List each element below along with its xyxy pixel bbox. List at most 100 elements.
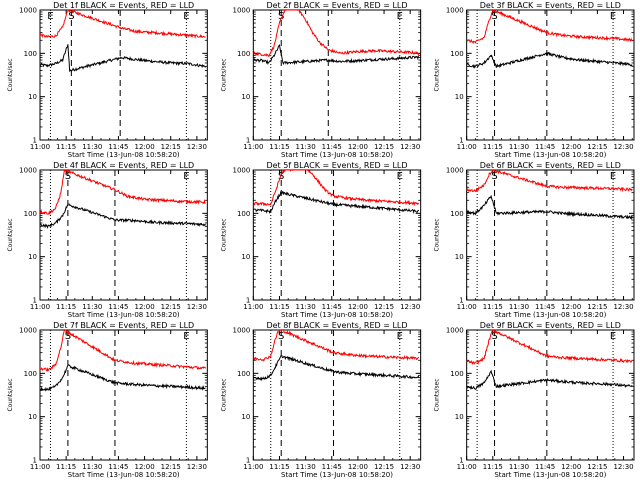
x-tick-label: 11:00 [243,463,263,471]
series-lld [466,170,633,193]
traces [40,170,206,230]
y-tick-label: 1 [246,137,250,145]
x-tick-label: 11:00 [457,303,477,311]
x-tick-label: 11:30 [82,143,102,151]
x-tick-label: 11:45 [322,143,342,151]
y-tick-label: 10 [455,253,464,261]
panel-det-4: Det 4f BLACK = Events, RED = LLD 1 10 100 10… [7,161,208,319]
traces [40,10,206,73]
time-marker-label: S [65,171,71,182]
y-tick-label: 10 [28,413,37,421]
traces [466,330,633,390]
x-axis-label: Start Time (13-Jun-08 10:58:20) [494,471,606,479]
x-tick-label: 12:30 [400,463,420,471]
series-lld [40,330,207,372]
time-marker-label: S [491,331,497,342]
x-tick-label: 11:45 [535,303,555,311]
x-tick-label: 12:15 [374,143,394,151]
series-lld [253,10,420,58]
y-tick-label: 1000 [19,167,37,175]
y-tick-label: 100 [24,210,37,218]
panel-det-9: Det 9f BLACK = Events, RED = LLD 1 10 100 10… [434,321,635,479]
y-tick-label: 10 [28,253,37,261]
y-tick-label: 1 [459,297,463,305]
y-tick-label: 100 [237,50,250,58]
panel-det-5: Det 5f BLACK = Events, RED = LLD 1 10 100 10… [220,161,422,319]
series-events [466,51,633,69]
x-tick-label: 12:30 [613,463,633,471]
plot-frame [466,329,635,461]
traces [466,10,633,69]
panel-title: Det 3f BLACK = Events, RED = LLD [480,1,621,10]
series-lld [253,170,420,207]
plot-frame [39,329,208,461]
time-marker-label: E [397,11,403,22]
x-tick-label: 11:45 [108,463,128,471]
x-tick-label: 11:45 [322,303,342,311]
y-axis-label: Counts/sec [434,58,441,91]
plot-frame [39,9,208,141]
x-tick-label: 11:15 [56,463,76,471]
traces [253,170,420,215]
x-tick-label: 11:00 [243,303,263,311]
y-axis-label: Counts/sec [220,58,227,91]
y-tick-label: 1000 [446,7,464,15]
y-tick-label: 10 [241,93,250,101]
x-axis-label: Start Time (13-Jun-08 10:58:20) [281,311,393,319]
x-tick-label: 12:00 [561,303,581,311]
x-tick-label: 12:15 [374,303,394,311]
time-marker-label: E [610,331,616,342]
series-events [466,369,633,390]
time-marker-label: E [610,171,616,182]
panel-det-7: Det 7f BLACK = Events, RED = LLD 1 10 100 10… [7,321,208,479]
panel-title: Det 4f BLACK = Events, RED = LLD [53,161,194,170]
panel-title: Det 5f BLACK = Events, RED = LLD [266,161,407,170]
x-tick-label: 11:00 [30,463,50,471]
series-events [40,203,206,230]
x-tick-label: 11:00 [30,303,50,311]
x-tick-label: 12:30 [613,143,633,151]
time-marker-label: S [278,331,284,342]
x-tick-label: 12:30 [400,143,420,151]
y-tick-label: 1 [459,137,463,145]
y-tick-label: 1 [459,457,463,465]
y-tick-label: 1000 [233,7,251,15]
x-tick-label: 11:00 [30,143,50,151]
series-events [466,194,633,221]
x-tick-label: 12:15 [374,463,394,471]
x-tick-label: 12:00 [348,303,368,311]
y-axis-label: Counts/sec [434,378,441,411]
y-tick-label: 100 [450,50,463,58]
x-tick-label: 12:15 [587,303,607,311]
series-lld [40,170,206,216]
time-marker-label: S [68,11,74,22]
x-tick-label: 12:00 [348,463,368,471]
x-tick-label: 11:00 [457,463,477,471]
series-events [40,364,206,392]
x-tick-label: 11:45 [535,143,555,151]
y-axis-label: Counts/sec [7,58,14,91]
panel-title: Det 6f BLACK = Events, RED = LLD [480,161,621,170]
x-tick-label: 11:15 [483,143,503,151]
plot-frame [252,329,422,461]
x-tick-label: 11:15 [56,303,76,311]
time-marker-label: E [47,11,53,22]
x-axis-label: Start Time (13-Jun-08 10:58:20) [281,151,393,159]
x-tick-label: 12:15 [161,463,181,471]
panel-det-3: Det 3f BLACK = Events, RED = LLD 1 10 100 10… [434,1,635,159]
plot-frame [252,169,422,301]
panel-title: Det 9f BLACK = Events, RED = LLD [480,321,621,330]
time-marker-label: E [610,11,616,22]
series-events [253,44,420,66]
plot-frame [39,169,208,301]
plot-frame [466,9,635,141]
y-tick-label: 10 [241,413,250,421]
x-tick-label: 12:00 [134,143,154,151]
x-tick-label: 12:15 [587,463,607,471]
x-axis-label: Start Time (13-Jun-08 10:58:20) [68,471,180,479]
y-tick-label: 100 [24,50,37,58]
time-marker-label: S [278,11,284,22]
y-tick-label: 1000 [233,327,251,335]
panel-det-1: Det 1f BLACK = Events, RED = LLD 1 10 100 10… [7,1,208,159]
